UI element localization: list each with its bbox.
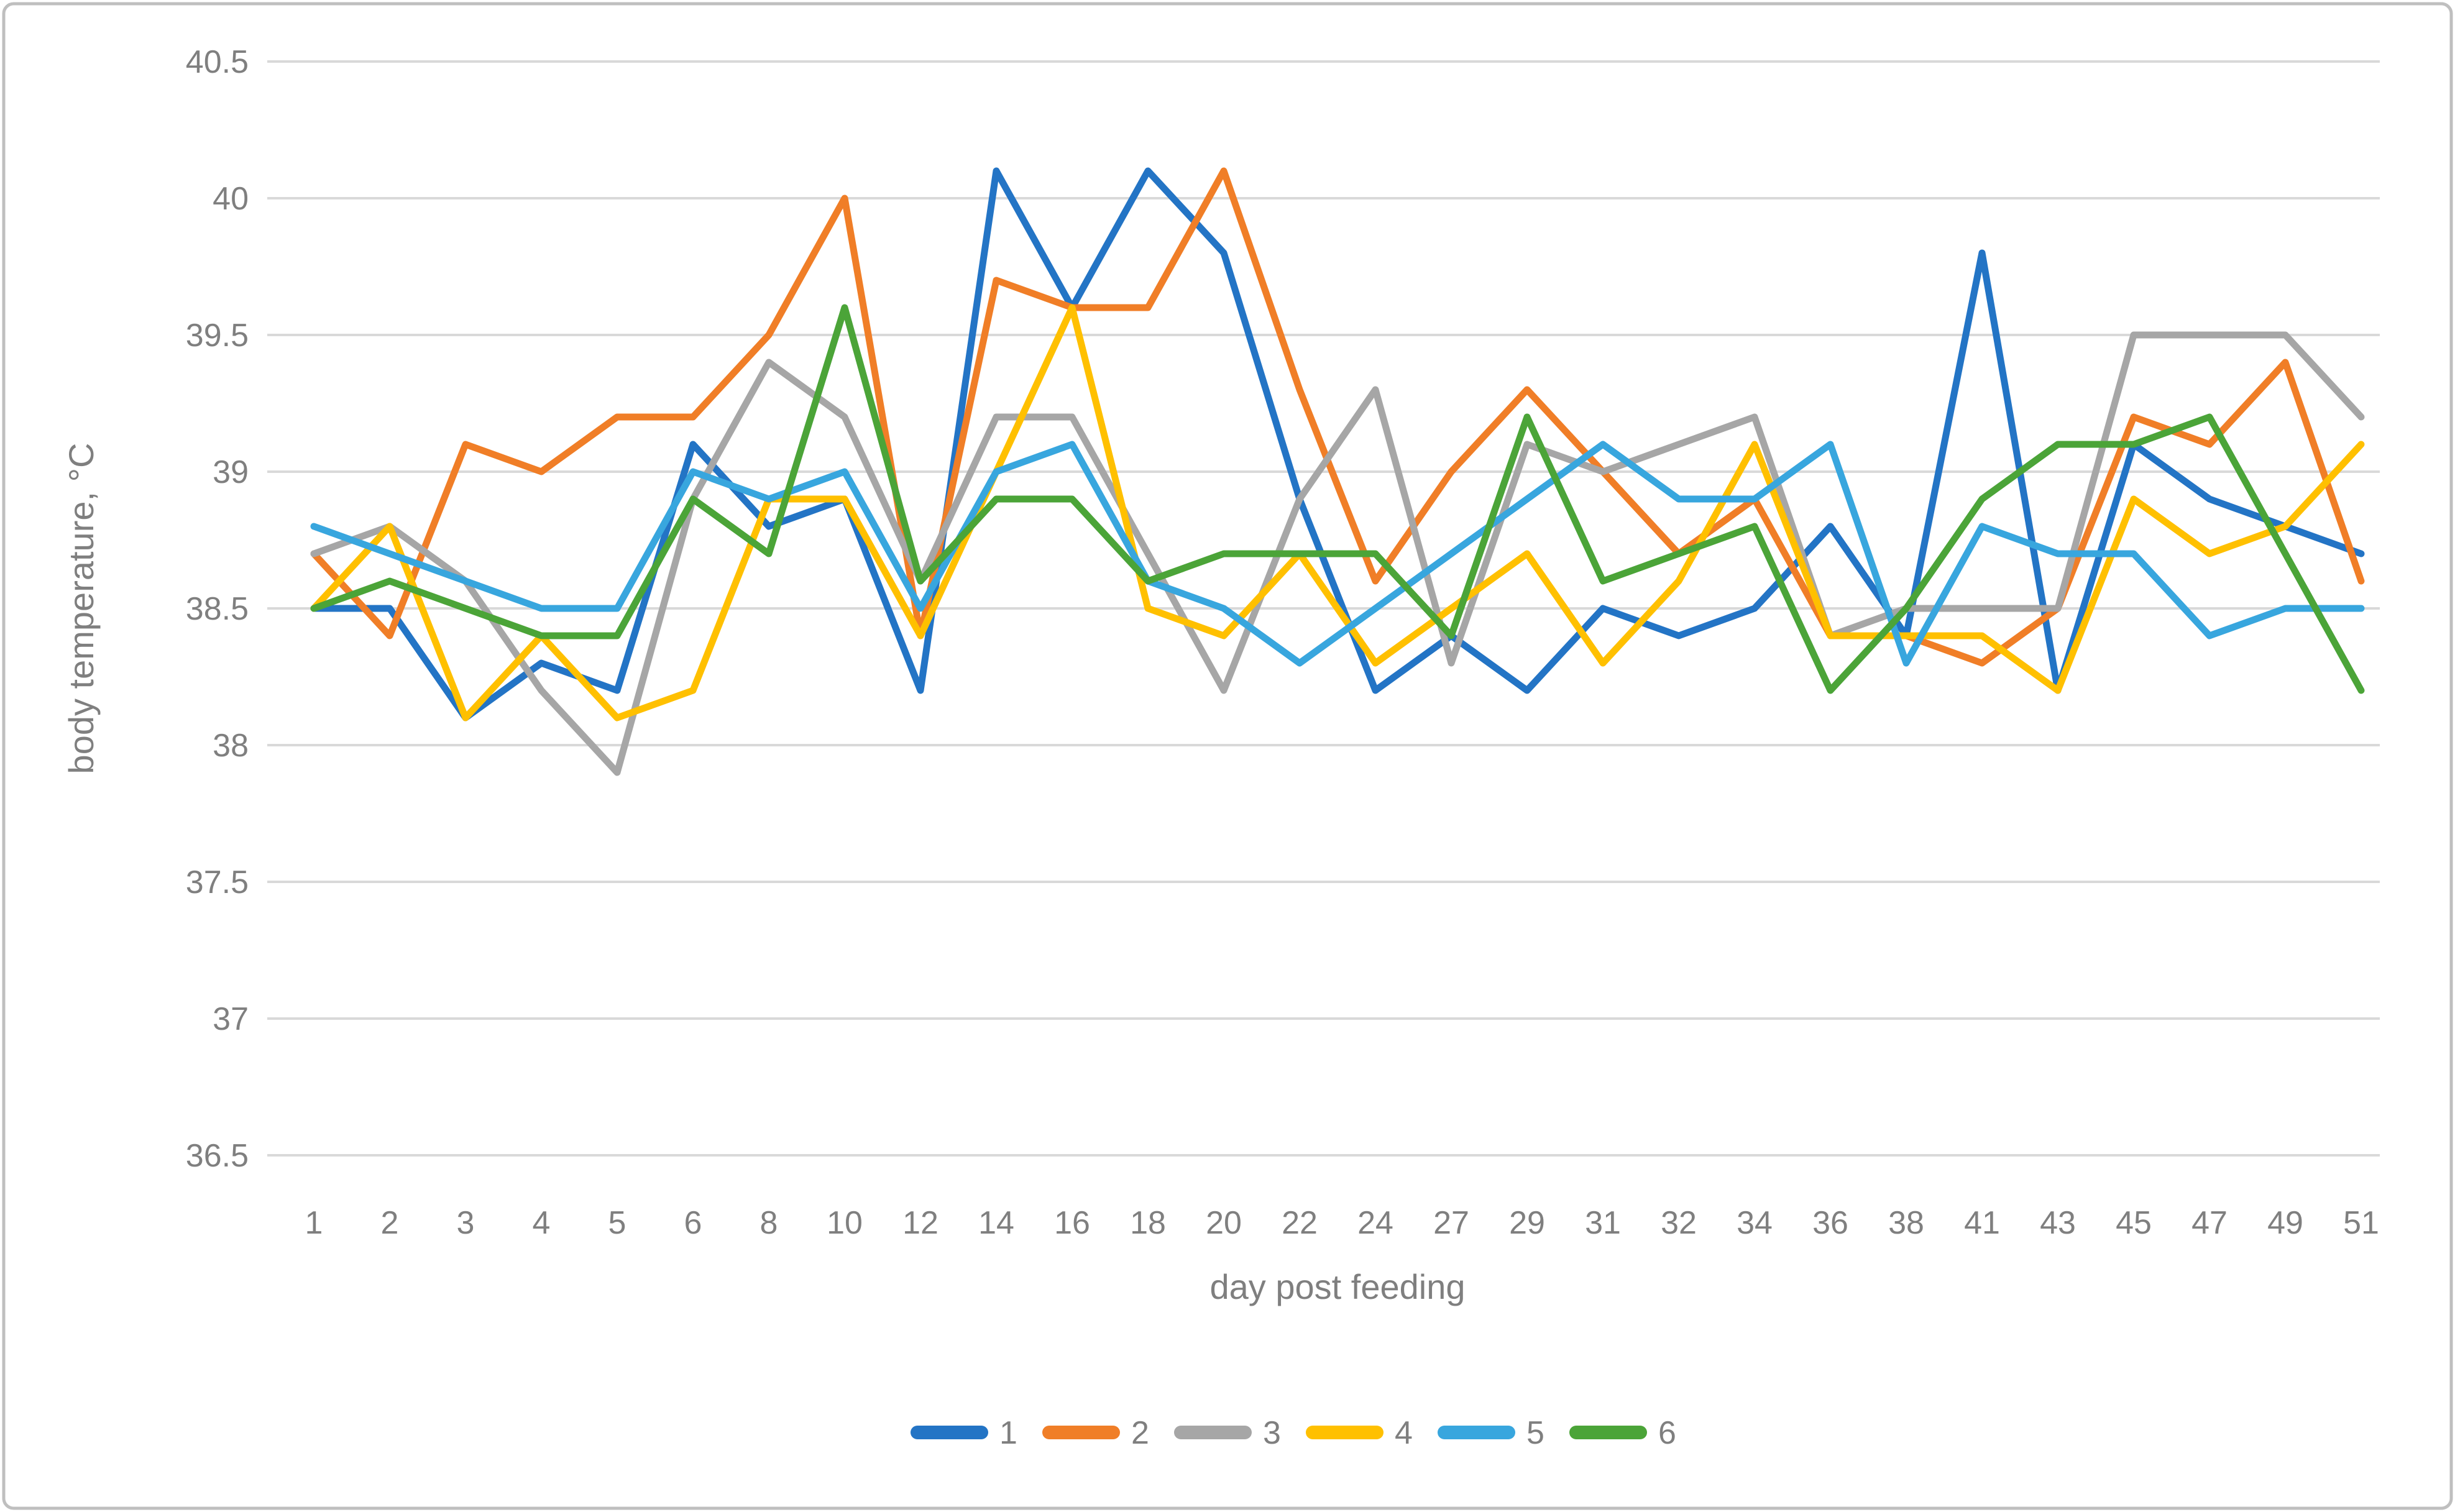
series-group xyxy=(310,167,2365,776)
y-tick-label: 37.5 xyxy=(186,864,249,900)
y-tick-label: 39.5 xyxy=(186,318,249,354)
x-tick-label: 3 xyxy=(457,1205,475,1241)
legend-item-1: 1 xyxy=(911,1415,1017,1451)
legend-label-3: 3 xyxy=(1263,1415,1281,1451)
y-tick-label: 40.5 xyxy=(186,44,249,80)
y-axis-tick-labels: 40.5 40 39.5 39 38.5 38 37.5 37 36.5 xyxy=(186,44,249,1174)
gridlines-group xyxy=(267,60,2380,1157)
legend-swatch-4 xyxy=(1306,1426,1384,1439)
x-tick-label: 24 xyxy=(1357,1205,1393,1241)
legend-swatch-1 xyxy=(911,1426,988,1439)
legend-swatch-3 xyxy=(1174,1426,1252,1439)
legend-item-6: 6 xyxy=(1569,1415,1676,1451)
x-tick-label: 4 xyxy=(533,1205,551,1241)
x-tick-label: 18 xyxy=(1130,1205,1166,1241)
x-tick-label: 41 xyxy=(1964,1205,2000,1241)
y-tick-label: 39 xyxy=(213,454,249,490)
x-tick-label: 31 xyxy=(1585,1205,1621,1241)
x-tick-label: 22 xyxy=(1282,1205,1318,1241)
series-line-4 xyxy=(310,304,2365,722)
x-tick-label: 2 xyxy=(381,1205,399,1241)
x-axis-tick-labels: 1 2 3 4 5 6 8 10 12 14 16 18 20 22 24 27 29 31 32 34 36 38 41 4… xyxy=(305,1205,2379,1241)
x-tick-label: 32 xyxy=(1661,1205,1697,1241)
x-tick-label: 34 xyxy=(1737,1205,1773,1241)
x-tick-label: 6 xyxy=(684,1205,702,1241)
series-line-2 xyxy=(310,167,2365,667)
x-tick-label: 8 xyxy=(760,1205,778,1241)
x-axis-title: day post feeding xyxy=(1210,1267,1466,1306)
x-tick-label: 47 xyxy=(2191,1205,2228,1241)
legend-swatch-6 xyxy=(1569,1426,1647,1439)
x-tick-label: 49 xyxy=(2267,1205,2303,1241)
legend-item-2: 2 xyxy=(1042,1415,1149,1451)
y-axis-title: body temperature, °C xyxy=(62,443,101,774)
x-tick-label: 27 xyxy=(1433,1205,1469,1241)
legend-label-5: 5 xyxy=(1526,1415,1544,1451)
x-tick-label: 20 xyxy=(1206,1205,1242,1241)
x-tick-label: 45 xyxy=(2116,1205,2152,1241)
legend-label-4: 4 xyxy=(1395,1415,1413,1451)
x-tick-label: 51 xyxy=(2343,1205,2379,1241)
x-tick-label: 16 xyxy=(1054,1205,1090,1241)
legend: 1 2 3 4 5 6 xyxy=(911,1415,1676,1451)
x-tick-label: 14 xyxy=(978,1205,1014,1241)
y-tick-label: 38 xyxy=(213,728,249,764)
legend-label-6: 6 xyxy=(1658,1415,1676,1451)
legend-label-2: 2 xyxy=(1131,1415,1149,1451)
x-tick-label: 29 xyxy=(1509,1205,1545,1241)
x-tick-label: 10 xyxy=(827,1205,863,1241)
y-tick-label: 38.5 xyxy=(186,591,249,627)
y-tick-label: 40 xyxy=(213,181,249,217)
series-line-6 xyxy=(310,304,2365,694)
series-line-5 xyxy=(310,441,2365,667)
series-line-3 xyxy=(310,331,2365,776)
legend-item-4: 4 xyxy=(1306,1415,1413,1451)
x-tick-label: 43 xyxy=(2040,1205,2076,1241)
y-tick-label: 36.5 xyxy=(186,1138,249,1174)
legend-item-5: 5 xyxy=(1438,1415,1544,1451)
y-tick-label: 37 xyxy=(213,1001,249,1037)
x-tick-label: 12 xyxy=(902,1205,938,1241)
x-tick-label: 5 xyxy=(608,1205,626,1241)
x-tick-label: 38 xyxy=(1888,1205,1924,1241)
x-tick-label: 36 xyxy=(1812,1205,1848,1241)
legend-label-1: 1 xyxy=(999,1415,1017,1451)
legend-item-3: 3 xyxy=(1174,1415,1281,1451)
legend-swatch-2 xyxy=(1042,1426,1120,1439)
x-tick-label: 1 xyxy=(305,1205,323,1241)
legend-swatch-5 xyxy=(1438,1426,1515,1439)
